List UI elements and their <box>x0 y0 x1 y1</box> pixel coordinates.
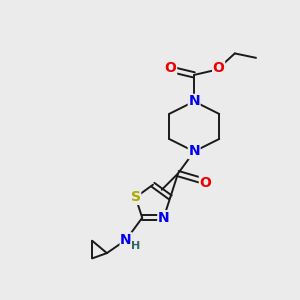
Text: N: N <box>120 233 132 247</box>
Text: O: O <box>165 61 176 75</box>
Text: N: N <box>158 211 170 225</box>
Text: O: O <box>200 176 211 190</box>
Text: S: S <box>130 190 141 204</box>
Text: H: H <box>131 241 140 251</box>
Text: O: O <box>213 61 224 75</box>
Text: N: N <box>188 145 200 158</box>
Text: N: N <box>188 94 200 108</box>
